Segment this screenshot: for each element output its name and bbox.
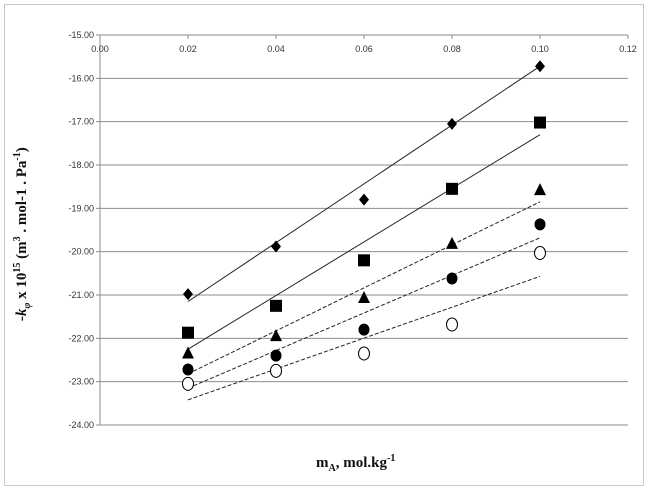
y-tick-labels: -15.00 -16.00 -17.00 -18.00 -19.00 -20.00 -21.… bbox=[68, 30, 94, 430]
x-tick-label: 0.02 bbox=[179, 44, 197, 54]
axes bbox=[96, 34, 629, 426]
x-tick-labels: 0.00 0.02 0.04 0.06 0.08 0.10 0.12 bbox=[91, 44, 637, 54]
data-point-square bbox=[358, 254, 370, 267]
trendline-circle-filled bbox=[187, 237, 541, 389]
data-point-square bbox=[534, 116, 546, 129]
data-point-circle-open bbox=[270, 363, 282, 378]
trendline-square bbox=[187, 134, 541, 350]
data-point-triangle bbox=[446, 236, 458, 249]
data-point-circle-open bbox=[182, 376, 194, 391]
trendline-diamond bbox=[187, 65, 541, 302]
data-point-triangle bbox=[358, 291, 370, 304]
chart-frame: 0.00 0.02 0.04 0.06 0.08 0.10 0.12 -15.00 -16.0… bbox=[4, 4, 644, 486]
data-point-circle-open bbox=[446, 317, 458, 332]
data-point-square bbox=[182, 326, 194, 339]
x-tick-label: 0.06 bbox=[355, 44, 373, 54]
data-point-diamond bbox=[535, 60, 545, 73]
trendlines bbox=[187, 65, 541, 401]
y-tick-label: -21.00 bbox=[68, 290, 94, 300]
x-tick-label: 0.00 bbox=[91, 44, 109, 54]
y-tick-label: -20.00 bbox=[68, 247, 94, 257]
data-point-circle-filled bbox=[182, 363, 194, 376]
data-point-triangle bbox=[270, 329, 282, 342]
y-tick-label: -23.00 bbox=[68, 377, 94, 387]
y-tick-label: -22.00 bbox=[68, 333, 94, 343]
x-tick-label: 0.10 bbox=[531, 44, 549, 54]
data-point-diamond bbox=[271, 240, 281, 253]
y-tick-label: -24.00 bbox=[68, 420, 94, 430]
data-point-circle-filled bbox=[358, 323, 370, 336]
data-point-circle-open bbox=[534, 245, 546, 260]
data-point-triangle bbox=[182, 346, 194, 359]
y-tick-label: -16.00 bbox=[68, 73, 94, 83]
trendline-triangle bbox=[187, 201, 541, 375]
trendline-circle-open bbox=[187, 275, 541, 401]
data-point-diamond bbox=[447, 117, 457, 130]
x-tick-label: 0.12 bbox=[619, 44, 637, 54]
data-point-circle-filled bbox=[534, 218, 546, 231]
data-point-square bbox=[446, 182, 458, 195]
data-markers bbox=[182, 60, 546, 391]
data-point-triangle bbox=[534, 183, 546, 196]
gridlines bbox=[100, 77, 628, 426]
y-tick-label: -17.00 bbox=[68, 117, 94, 127]
data-point-square bbox=[270, 299, 282, 312]
data-point-diamond bbox=[359, 193, 369, 206]
x-axis-title: mA, mol.kg-1 bbox=[316, 453, 395, 474]
chart-svg: 0.00 0.02 0.04 0.06 0.08 0.10 0.12 -15.00 -16.0… bbox=[12, 30, 637, 474]
data-point-circle-open bbox=[358, 346, 370, 361]
x-tick-label: 0.08 bbox=[443, 44, 461, 54]
data-point-circle-filled bbox=[270, 349, 282, 362]
data-point-diamond bbox=[183, 288, 193, 301]
x-tick-label: 0.04 bbox=[267, 44, 285, 54]
y-tick-label: -18.00 bbox=[68, 160, 94, 170]
data-point-circle-filled bbox=[446, 272, 458, 285]
y-tick-label: -15.00 bbox=[68, 30, 94, 40]
y-axis-title: -kφ x 1015 (m3 . mol-1 . Pa-1) bbox=[12, 147, 33, 321]
y-tick-label: -19.00 bbox=[68, 203, 94, 213]
